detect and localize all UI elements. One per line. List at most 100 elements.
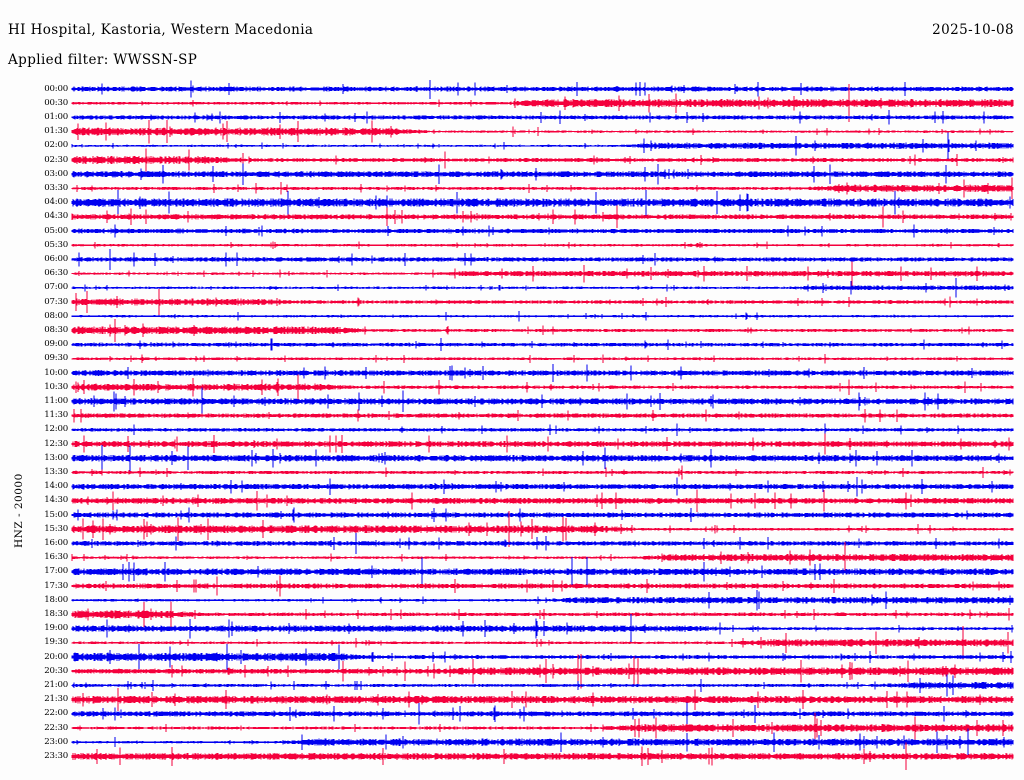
time-label: 09:30: [44, 353, 68, 364]
time-label: 15:30: [44, 523, 68, 534]
trace-row: [71, 110, 1014, 125]
time-label: 00:30: [44, 97, 68, 108]
time-label: 14:00: [44, 481, 68, 492]
time-label: 05:00: [44, 225, 68, 236]
time-label: 05:30: [44, 239, 68, 250]
time-label: 03:00: [44, 168, 68, 179]
time-label: 01:30: [44, 126, 68, 137]
trace-row: [71, 132, 1014, 159]
trace-row: [71, 614, 1014, 644]
time-label: 16:30: [44, 552, 68, 563]
trace-row: [71, 119, 1014, 144]
trace-row: [71, 387, 1014, 416]
time-label: 02:30: [44, 154, 68, 165]
trace-row: [71, 742, 1014, 771]
trace-row: [71, 643, 1014, 671]
trace-row: [71, 278, 1014, 298]
trace-row: [71, 311, 1014, 322]
trace-row: [71, 177, 1014, 200]
trace-row: [71, 289, 1014, 315]
trace-row: [71, 261, 1014, 286]
time-label: 00:00: [44, 83, 68, 94]
time-label: 02:00: [44, 140, 68, 151]
trace-row: [71, 148, 1014, 172]
trace-row: [71, 674, 1014, 697]
trace-row: [71, 507, 1014, 523]
time-label: 11:30: [44, 410, 68, 421]
trace-row: [71, 625, 1014, 660]
trace-row: [71, 189, 1014, 216]
trace-row: [71, 433, 1014, 455]
applied-filter-label: Applied filter: WWSSN-SP: [8, 52, 198, 68]
time-label: 23:00: [44, 736, 68, 747]
helicorder-plot: HNZ - 20000 00:00 00:30 01:00 01:30 02:00 02:…: [0, 80, 1024, 780]
trace-row: [71, 713, 1014, 743]
time-label: 22:30: [44, 722, 68, 733]
trace-row: [71, 601, 1014, 628]
trace-row: [71, 728, 1014, 756]
trace-row: [71, 163, 1014, 185]
date-label: 2025-10-08: [932, 22, 1014, 38]
trace-row: [71, 476, 1014, 497]
trace-row: [71, 248, 1014, 270]
time-label: 17:00: [44, 566, 68, 577]
trace-row: [71, 364, 1014, 382]
time-label: 19:00: [44, 623, 68, 634]
trace-row: [71, 338, 1014, 352]
time-label: 06:00: [44, 253, 68, 264]
time-label: 10:00: [44, 367, 68, 378]
trace-row: [71, 556, 1014, 587]
time-label: 13:00: [44, 452, 68, 463]
trace-row: [71, 575, 1014, 597]
time-label: 21:30: [44, 694, 68, 705]
trace-row: [71, 318, 1014, 342]
time-label: 08:00: [44, 310, 68, 321]
time-label: 16:00: [44, 537, 68, 548]
time-label: 18:00: [44, 594, 68, 605]
trace-row: [71, 205, 1014, 229]
time-label: 12:00: [44, 424, 68, 435]
time-label: 14:30: [44, 495, 68, 506]
time-label: 19:30: [44, 637, 68, 648]
time-label: 18:30: [44, 608, 68, 619]
time-label: 20:00: [44, 651, 68, 662]
trace-row: [71, 354, 1014, 364]
time-label: 07:00: [44, 282, 68, 293]
time-label: 01:00: [44, 111, 68, 122]
time-label: 13:30: [44, 466, 68, 477]
trace-row: [71, 702, 1014, 726]
trace-row: [71, 408, 1014, 423]
page-title: HI Hospital, Kastoria, Western Macedonia: [8, 22, 314, 38]
time-label: 21:00: [44, 679, 68, 690]
time-label: 15:00: [44, 509, 68, 520]
trace-row: [71, 84, 1014, 123]
time-label: 11:00: [44, 395, 68, 406]
time-label: 03:30: [44, 182, 68, 193]
trace-row: [71, 542, 1014, 573]
trace-canvas: [71, 80, 1014, 771]
time-label: 23:30: [44, 750, 68, 761]
trace-row: [71, 589, 1014, 611]
trace-row: [71, 241, 1014, 250]
time-label: 07:30: [44, 296, 68, 307]
trace-row: [71, 465, 1014, 480]
trace-row: [71, 224, 1014, 238]
time-label: 10:30: [44, 381, 68, 392]
trace-row: [71, 445, 1014, 472]
trace-row: [71, 511, 1014, 548]
time-label: 04:30: [44, 211, 68, 222]
trace-row: [71, 688, 1014, 712]
trace-row: [71, 80, 1014, 100]
trace-row: [71, 374, 1014, 400]
time-label: 06:30: [44, 268, 68, 279]
trace-row: [71, 489, 1014, 512]
time-label: 08:30: [44, 324, 68, 335]
time-label: 17:30: [44, 580, 68, 591]
trace-row: [71, 653, 1014, 689]
time-label: 09:00: [44, 339, 68, 350]
time-label: 20:30: [44, 665, 68, 676]
trace-row: [71, 532, 1014, 554]
time-label: 12:30: [44, 438, 68, 449]
time-label: 04:00: [44, 197, 68, 208]
time-label: 22:00: [44, 708, 68, 719]
